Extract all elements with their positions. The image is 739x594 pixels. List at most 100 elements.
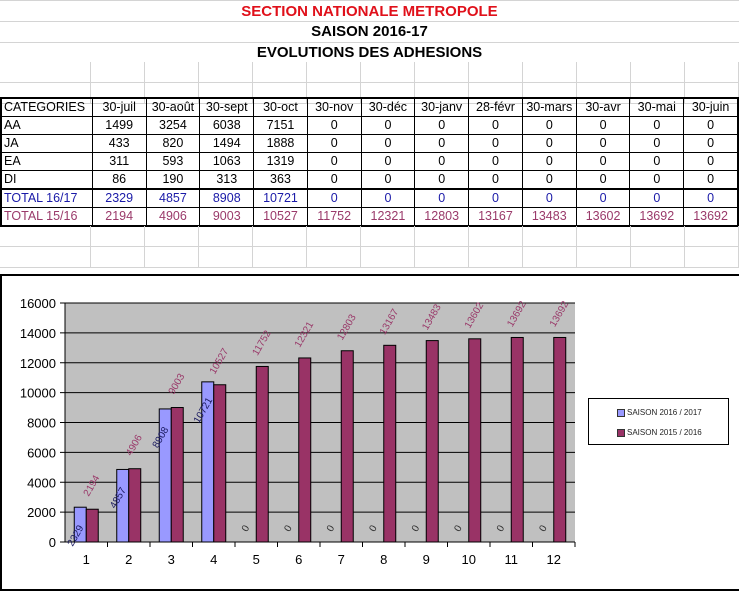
bar-2015-2016[interactable] xyxy=(255,365,269,543)
row-label[interactable]: DI xyxy=(0,170,93,190)
bar-2015-2016[interactable] xyxy=(85,508,99,543)
table-cell[interactable]: 0 xyxy=(414,188,470,208)
empty-cell[interactable] xyxy=(361,83,415,103)
column-header[interactable]: CATEGORIES xyxy=(0,97,93,117)
column-header[interactable]: 30-déc xyxy=(360,97,416,117)
table-cell[interactable]: 0 xyxy=(468,170,523,190)
empty-cell[interactable] xyxy=(361,247,415,267)
table-cell[interactable]: 0 xyxy=(360,188,416,208)
table-cell[interactable]: 0 xyxy=(629,170,685,190)
row-label[interactable]: JA xyxy=(0,134,93,153)
column-header[interactable]: 30-janv xyxy=(414,97,470,117)
empty-cell[interactable] xyxy=(253,226,307,246)
table-cell[interactable]: 13483 xyxy=(521,207,577,227)
empty-cell[interactable] xyxy=(91,247,145,267)
table-cell[interactable]: 0 xyxy=(683,152,739,171)
table-cell[interactable]: 9003 xyxy=(199,207,255,227)
row-label[interactable]: AA xyxy=(0,116,93,135)
empty-cell[interactable] xyxy=(469,83,523,103)
empty-cell[interactable] xyxy=(145,226,199,246)
empty-cell[interactable] xyxy=(0,62,91,82)
empty-cell[interactable] xyxy=(0,247,91,267)
table-cell[interactable]: 0 xyxy=(306,170,362,190)
table-cell[interactable]: 0 xyxy=(414,134,470,153)
empty-cell[interactable] xyxy=(415,83,469,103)
table-cell[interactable]: 0 xyxy=(306,116,362,135)
empty-cell[interactable] xyxy=(199,62,253,82)
empty-cell[interactable] xyxy=(577,62,631,82)
empty-cell[interactable] xyxy=(253,247,307,267)
table-cell[interactable]: 4857 xyxy=(145,188,201,208)
table-cell[interactable]: 313 xyxy=(199,170,255,190)
table-cell[interactable]: 0 xyxy=(306,134,362,153)
empty-cell[interactable] xyxy=(469,226,523,246)
table-cell[interactable]: 7151 xyxy=(253,116,308,135)
table-cell[interactable]: 0 xyxy=(521,134,577,153)
table-cell[interactable]: 0 xyxy=(629,152,685,171)
row-label[interactable]: EA xyxy=(0,152,93,171)
table-cell[interactable]: 0 xyxy=(575,116,631,135)
empty-cell[interactable] xyxy=(685,62,739,82)
table-cell[interactable]: 0 xyxy=(575,134,631,153)
table-cell[interactable]: 0 xyxy=(521,188,577,208)
table-cell[interactable]: 0 xyxy=(414,116,470,135)
table-cell[interactable]: 311 xyxy=(91,152,147,171)
empty-cell[interactable] xyxy=(415,226,469,246)
table-cell[interactable]: 4906 xyxy=(145,207,201,227)
empty-cell[interactable] xyxy=(361,226,415,246)
table-cell[interactable]: 1494 xyxy=(199,134,255,153)
table-cell[interactable]: 0 xyxy=(575,152,631,171)
table-cell[interactable]: 6038 xyxy=(199,116,255,135)
table-cell[interactable]: 190 xyxy=(145,170,201,190)
table-cell[interactable]: 0 xyxy=(360,134,416,153)
column-header[interactable]: 30-sept xyxy=(199,97,255,117)
empty-cell[interactable] xyxy=(199,83,253,103)
table-cell[interactable]: 1319 xyxy=(253,152,308,171)
table-cell[interactable]: 13167 xyxy=(468,207,523,227)
bar-2015-2016[interactable] xyxy=(425,340,439,543)
bar-2015-2016[interactable] xyxy=(553,336,567,543)
bar-2015-2016[interactable] xyxy=(213,384,227,543)
empty-cell[interactable] xyxy=(631,226,685,246)
empty-cell[interactable] xyxy=(253,83,307,103)
column-header[interactable]: 30-mars xyxy=(521,97,577,117)
table-cell[interactable]: 433 xyxy=(91,134,147,153)
table-cell[interactable]: 0 xyxy=(306,152,362,171)
table-cell[interactable]: 13602 xyxy=(575,207,631,227)
table-cell[interactable]: 0 xyxy=(414,152,470,171)
empty-cell[interactable] xyxy=(685,247,739,267)
bar-2015-2016[interactable] xyxy=(298,357,312,543)
empty-cell[interactable] xyxy=(199,226,253,246)
table-cell[interactable]: 11752 xyxy=(306,207,362,227)
bar-2015-2016[interactable] xyxy=(340,350,354,543)
table-cell[interactable]: 0 xyxy=(575,170,631,190)
table-cell[interactable]: 2329 xyxy=(91,188,147,208)
table-cell[interactable]: 0 xyxy=(683,170,739,190)
empty-cell[interactable] xyxy=(577,83,631,103)
row-label[interactable]: TOTAL 15/16 xyxy=(0,207,93,227)
empty-cell[interactable] xyxy=(631,62,685,82)
empty-cell[interactable] xyxy=(199,247,253,267)
table-cell[interactable]: 0 xyxy=(360,170,416,190)
table-cell[interactable]: 0 xyxy=(468,116,523,135)
table-cell[interactable]: 0 xyxy=(629,116,685,135)
table-cell[interactable]: 1063 xyxy=(199,152,255,171)
empty-cell[interactable] xyxy=(361,62,415,82)
empty-cell[interactable] xyxy=(415,247,469,267)
bar-2015-2016[interactable] xyxy=(510,336,524,543)
table-cell[interactable]: 1499 xyxy=(91,116,147,135)
table-cell[interactable]: 0 xyxy=(360,152,416,171)
column-header[interactable]: 30-avr xyxy=(575,97,631,117)
empty-cell[interactable] xyxy=(307,83,361,103)
empty-cell[interactable] xyxy=(469,247,523,267)
bar-2015-2016[interactable] xyxy=(468,338,482,543)
table-cell[interactable]: 593 xyxy=(145,152,201,171)
empty-cell[interactable] xyxy=(307,226,361,246)
table-cell[interactable]: 0 xyxy=(414,170,470,190)
column-header[interactable]: 30-juin xyxy=(683,97,739,117)
table-cell[interactable]: 13692 xyxy=(629,207,685,227)
empty-cell[interactable] xyxy=(145,247,199,267)
table-cell[interactable]: 820 xyxy=(145,134,201,153)
chart-legend[interactable]: SAISON 2016 / 2017 SAISON 2015 / 2016 xyxy=(588,398,729,445)
empty-cell[interactable] xyxy=(469,62,523,82)
